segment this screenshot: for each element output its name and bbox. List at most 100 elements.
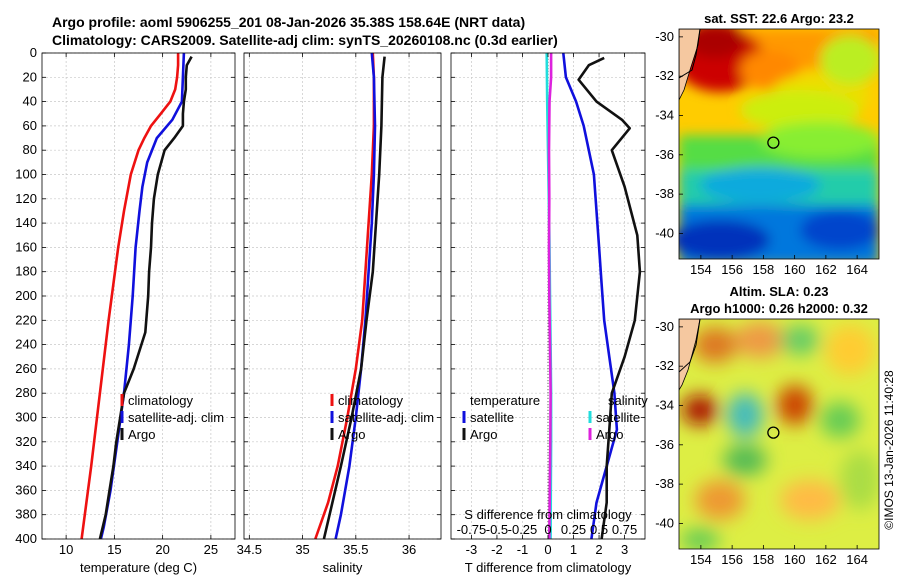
legend-label: satellite-adj. clim (338, 410, 434, 425)
series-line-argo (577, 56, 642, 540)
series-line-argo (547, 53, 553, 540)
legend-label: satellite (596, 410, 640, 425)
sla-map-subtitle: Argo h1000: 0.26 h2000: 0.32 (690, 301, 868, 316)
y-tick-label: 160 (15, 239, 37, 254)
map-y-tick-label: -38 (655, 476, 674, 491)
x-tick-label: -2 (491, 542, 503, 557)
map-y-tick-label: -34 (655, 397, 674, 412)
y-tick-label: 0 (30, 45, 37, 60)
map-x-tick-label: 158 (753, 552, 775, 567)
legend-label: Argo (128, 427, 155, 442)
map-x-tick-label: 164 (846, 262, 868, 277)
y-tick-label: 180 (15, 264, 37, 279)
x-tick-label: 35 (295, 542, 309, 557)
y-tick-label: 60 (23, 118, 37, 133)
s-tick-label: -0.75 (457, 522, 487, 537)
map-x-tick-label: 164 (846, 552, 868, 567)
x-axis-label: temperature (deg C) (80, 560, 197, 575)
y-tick-label: 300 (15, 410, 37, 425)
legend-title-salinity: salinity (608, 393, 648, 408)
x-tick-label: 15 (107, 542, 121, 557)
x-tick-label: 2 (595, 542, 602, 557)
x-tick-label: 36 (402, 542, 416, 557)
s-tick-label: 0 (544, 522, 551, 537)
y-tick-label: 220 (15, 312, 37, 327)
map-y-tick-label: -36 (655, 147, 674, 162)
legend-label: climatology (128, 393, 194, 408)
map-y-tick-label: -40 (655, 225, 674, 240)
s-tick-label: 0.25 (561, 522, 586, 537)
temperature-panel: 10 15 20 25 0 20 40 60 80 100 120 140 160 180 200 220 24… (15, 45, 236, 575)
y-tick-label: 240 (15, 337, 37, 352)
y-tick-label: 40 (23, 94, 37, 109)
map-y-tick-label: -30 (655, 29, 674, 44)
map-y-tick-label: -34 (655, 107, 674, 122)
sst-argo-marker (767, 136, 780, 149)
difference-panel: -3 -2 -1 0 1 2 3 T difference from climatology t… (450, 52, 648, 575)
salinity-panel: 34.5 35 35.5 36 salinity climatology satellite… (237, 52, 442, 575)
map-y-tick-label: -32 (655, 358, 674, 373)
map-x-tick-label: 162 (815, 262, 837, 277)
series-line-satellite-adj--clim (334, 52, 377, 540)
x-tick-label: 1 (570, 542, 577, 557)
s-tick-label: 0.5 (590, 522, 608, 537)
x-tick-label: 20 (155, 542, 169, 557)
legend-label: Argo (596, 427, 623, 442)
map-x-tick-label: 160 (784, 262, 806, 277)
x-axis-label: salinity (323, 560, 363, 575)
s-tick-label: 0.75 (612, 522, 637, 537)
header-line2: Climatology: CARS2009. Satellite-adj cli… (52, 32, 558, 48)
map-x-tick-label: 154 (690, 552, 712, 567)
map-y-tick-label: -36 (655, 437, 674, 452)
y-tick-label: 340 (15, 458, 37, 473)
legend-label: Argo (338, 427, 365, 442)
map-x-tick-label: 158 (753, 262, 775, 277)
y-tick-label: 80 (23, 142, 37, 157)
sla-map-title: Altim. SLA: 0.23 (730, 284, 829, 299)
series-line-argo (98, 55, 193, 540)
legend-label: climatology (338, 393, 404, 408)
y-tick-label: 20 (23, 69, 37, 84)
map-x-tick-label: 156 (721, 552, 743, 567)
legend-label: Argo (470, 427, 497, 442)
y-tick-label: 400 (15, 531, 37, 546)
sla-map: Altim. SLA: 0.23 Argo h1000: 0.26 h2000:… (655, 284, 880, 567)
series-line-climatology (80, 53, 180, 540)
map-y-tick-label: -38 (655, 186, 674, 201)
x-tick-label: -3 (466, 542, 478, 557)
x-tick-label: 35.5 (343, 542, 368, 557)
map-y-tick-label: -40 (655, 515, 674, 530)
x-tick-label: -1 (517, 542, 529, 557)
sst-map: sat. SST: 22.6 Argo: 23.2 (655, 11, 880, 277)
y-tick-label: 200 (15, 288, 37, 303)
map-x-tick-label: 160 (784, 552, 806, 567)
s-axis-label: S difference from climatology (464, 507, 632, 522)
y-tick-label: 100 (15, 167, 37, 182)
y-tick-label: 320 (15, 434, 37, 449)
x-tick-label: 34.5 (237, 542, 262, 557)
legend-label: satellite (470, 410, 514, 425)
x-axis-label: T difference from climatology (465, 560, 632, 575)
y-tick-label: 260 (15, 361, 37, 376)
series-line-satellite (562, 52, 619, 540)
y-tick-label: 280 (15, 385, 37, 400)
copyright-stamp: ©IMOS 13-Jan-2026 11:40:28 (882, 370, 896, 530)
map-y-tick-label: -30 (655, 319, 674, 334)
x-tick-label: 0 (544, 542, 551, 557)
x-tick-label: 3 (621, 542, 628, 557)
map-x-tick-label: 156 (721, 262, 743, 277)
map-x-tick-label: 162 (815, 552, 837, 567)
y-tick-label: 140 (15, 215, 37, 230)
map-x-tick-label: 154 (690, 262, 712, 277)
y-tick-label: 360 (15, 482, 37, 497)
map-y-tick-label: -32 (655, 68, 674, 83)
legend-label: satellite-adj. clim (128, 410, 224, 425)
y-tick-label: 120 (15, 191, 37, 206)
s-tick-label: -0.25 (508, 522, 538, 537)
s-tick-label: -0.5 (486, 522, 508, 537)
sst-map-title: sat. SST: 22.6 Argo: 23.2 (704, 11, 854, 26)
x-tick-label: 10 (59, 542, 73, 557)
legend-title-temperature: temperature (470, 393, 540, 408)
header-line1: Argo profile: aoml 5906255_201 08-Jan-20… (52, 14, 525, 30)
